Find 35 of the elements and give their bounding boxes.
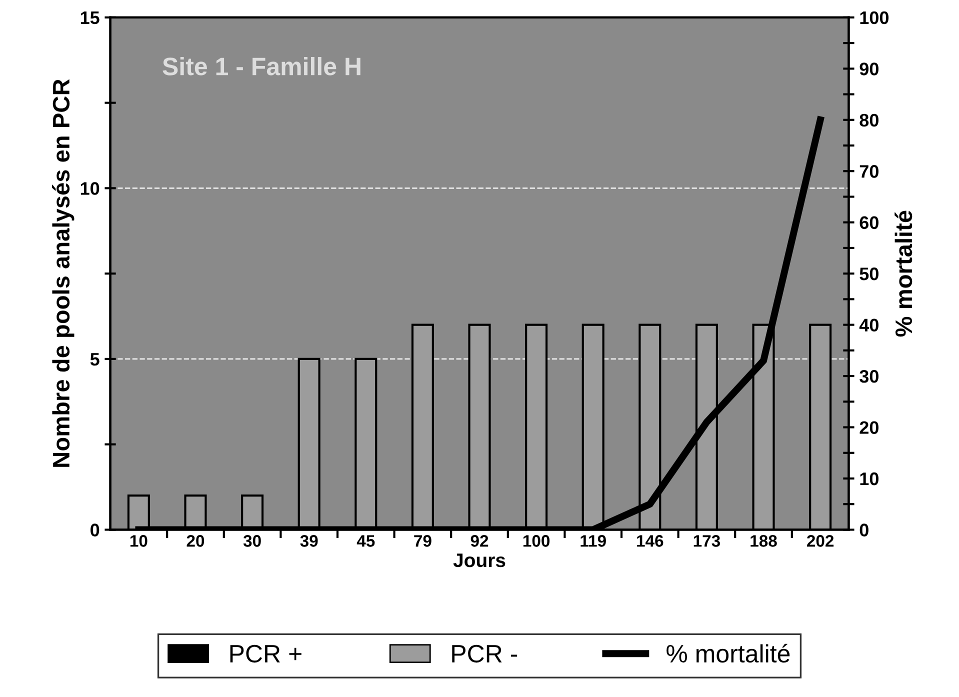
x-tick-label: 39 bbox=[300, 535, 318, 547]
y-tick-label: 0 bbox=[90, 524, 100, 536]
text: Site 1 - Famille H bbox=[162, 57, 360, 76]
legend-label: % mortalité bbox=[666, 644, 790, 663]
x-tick-label: 100 bbox=[523, 535, 550, 547]
x-tick-label: 146 bbox=[637, 535, 664, 547]
y-axis-title: Nombre de pools analysés en PCR bbox=[52, 79, 74, 467]
x-tick-label: 119 bbox=[580, 535, 606, 547]
legend-label: PCR + bbox=[230, 644, 302, 663]
y-tick-label: 5 bbox=[90, 353, 100, 366]
x-tick-label: 79 bbox=[414, 535, 432, 547]
y2-tick-label: 90 bbox=[860, 62, 878, 76]
legend-label: PCR - bbox=[452, 644, 518, 663]
y2-tick-label: 40 bbox=[859, 318, 878, 332]
x-tick-label: 92 bbox=[470, 535, 488, 547]
x-tick-label: 20 bbox=[186, 535, 204, 547]
y-tick-label: 10 bbox=[80, 182, 100, 195]
y2-tick-label: 50 bbox=[860, 268, 878, 280]
y-tick-label: 15 bbox=[80, 12, 100, 24]
x-tick-label: 188 bbox=[750, 535, 777, 547]
y2-tick-label: 70 bbox=[860, 165, 878, 178]
y2-tick-label: 60 bbox=[860, 216, 878, 230]
y2-tick-label: 20 bbox=[860, 421, 878, 434]
y2-tick-label: 0 bbox=[860, 524, 868, 536]
x-tick-label: 45 bbox=[356, 535, 375, 547]
x-tick-label: 202 bbox=[806, 535, 834, 547]
x-tick-label: 30 bbox=[243, 535, 261, 547]
y2-tick-label: 10 bbox=[860, 472, 878, 486]
y2-tick-label: 100 bbox=[860, 11, 889, 24]
y2-tick-label: 30 bbox=[860, 370, 878, 383]
x-axis-title: Jours bbox=[453, 554, 506, 568]
x-tick-label: 10 bbox=[130, 535, 148, 547]
y2-tick-label: 80 bbox=[860, 114, 878, 127]
x-tick-label: 173 bbox=[694, 535, 720, 547]
y2-axis-title: % mortalité bbox=[894, 210, 912, 337]
